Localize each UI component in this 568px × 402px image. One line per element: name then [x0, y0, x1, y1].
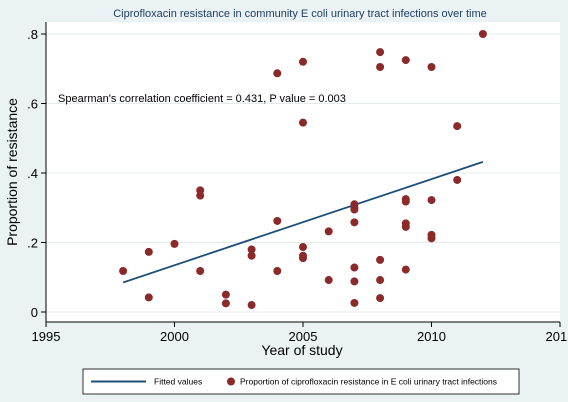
data-point-27 [350, 277, 359, 286]
data-point-21 [324, 276, 333, 285]
y-axis-title: Proportion of resistance [4, 98, 20, 246]
data-point-9 [247, 245, 256, 254]
x-tick-label-1: 2000 [160, 329, 189, 344]
data-point-1 [144, 247, 153, 256]
scatter-series [119, 30, 487, 310]
data-point-41 [427, 196, 436, 205]
correlation-annotation: Spearman's correlation coefficient = 0.4… [58, 93, 346, 105]
y-tick-label-1: .2 [27, 236, 38, 251]
chart-title: Ciprofloxacin resistance in community E … [113, 8, 487, 20]
plot-area [46, 22, 560, 322]
legend-dot-swatch [227, 377, 235, 386]
x-ticks: 1995 2000 2005 2010 2015 [32, 322, 568, 344]
data-point-46 [478, 30, 487, 38]
data-point-24 [350, 205, 359, 214]
x-tick-label-4: 2015 [546, 329, 568, 344]
data-point-3 [170, 239, 179, 248]
legend-label-points: Proportion of ciprofloxacin resistance i… [240, 377, 497, 387]
x-tick-label-0: 1995 [32, 329, 61, 344]
data-point-29 [376, 48, 385, 57]
data-point-25 [350, 218, 359, 227]
data-point-38 [401, 222, 410, 231]
data-point-44 [453, 122, 462, 131]
gridlines [46, 33, 560, 313]
data-point-34 [401, 56, 410, 65]
data-point-14 [273, 266, 282, 275]
y-tick-label-3: .6 [27, 97, 38, 112]
data-point-40 [427, 63, 436, 72]
data-point-11 [247, 301, 256, 310]
data-point-28 [350, 298, 359, 307]
data-point-0 [119, 266, 128, 275]
data-point-13 [273, 216, 282, 225]
data-point-10 [247, 251, 256, 260]
legend-label-fitted: Fitted values [154, 377, 202, 387]
data-point-8 [221, 299, 230, 308]
legend: Fitted values Proportion of ciprofloxaci… [82, 368, 520, 395]
x-tick-label-3: 2010 [417, 329, 446, 344]
legend-box [82, 368, 520, 395]
data-point-2 [144, 293, 153, 302]
data-point-33 [376, 294, 385, 303]
data-point-7 [221, 290, 230, 299]
y-ticks: 0 .2 .4 .6 .8 [27, 27, 46, 320]
data-point-16 [299, 118, 307, 127]
x-tick-label-2: 2005 [289, 329, 318, 344]
data-point-26 [350, 263, 359, 272]
data-point-45 [453, 175, 462, 184]
fitted-line [122, 161, 484, 284]
data-point-15 [299, 57, 307, 66]
y-tick-label-4: .8 [27, 27, 38, 42]
x-axis-title: Year of study [261, 342, 342, 358]
fitted-values-series [122, 161, 484, 284]
data-point-43 [427, 234, 436, 243]
data-point-31 [376, 255, 385, 264]
data-point-36 [401, 197, 410, 206]
y-tick-label-0: 0 [31, 305, 38, 320]
data-point-30 [376, 63, 385, 72]
data-point-6 [196, 266, 205, 275]
y-tick-label-2: .4 [27, 166, 38, 181]
data-point-17 [299, 243, 307, 252]
data-point-20 [324, 227, 333, 236]
data-point-12 [273, 69, 282, 78]
data-point-39 [401, 265, 410, 274]
data-point-19 [299, 254, 307, 263]
data-point-32 [376, 276, 385, 285]
data-point-5 [196, 191, 205, 200]
